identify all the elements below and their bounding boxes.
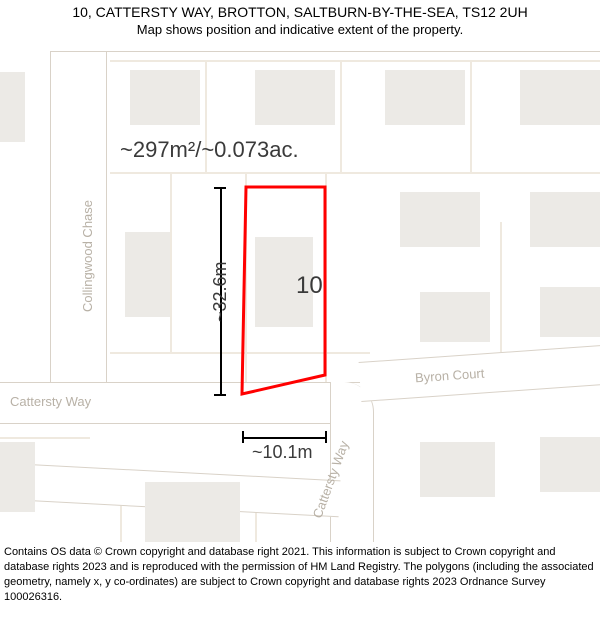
house-number: 10: [296, 272, 323, 300]
dim-cap: [325, 431, 327, 443]
dim-cap: [242, 431, 244, 443]
page-subtitle: Map shows position and indicative extent…: [0, 22, 600, 37]
area-label: ~297m²/~0.073ac.: [120, 137, 299, 163]
copyright-footer: Contains OS data © Crown copyright and d…: [4, 545, 596, 604]
dim-cap: [214, 187, 226, 189]
map-canvas: Collingwood Chase Cattersty Way Catterst…: [0, 42, 600, 542]
height-label: ~32.6m: [210, 261, 231, 322]
width-label: ~10.1m: [252, 442, 313, 463]
dim-cap: [214, 394, 226, 396]
page-title: 10, CATTERSTY WAY, BROTTON, SALTBURN-BY-…: [0, 4, 600, 20]
dim-line-horizontal: [242, 437, 325, 439]
